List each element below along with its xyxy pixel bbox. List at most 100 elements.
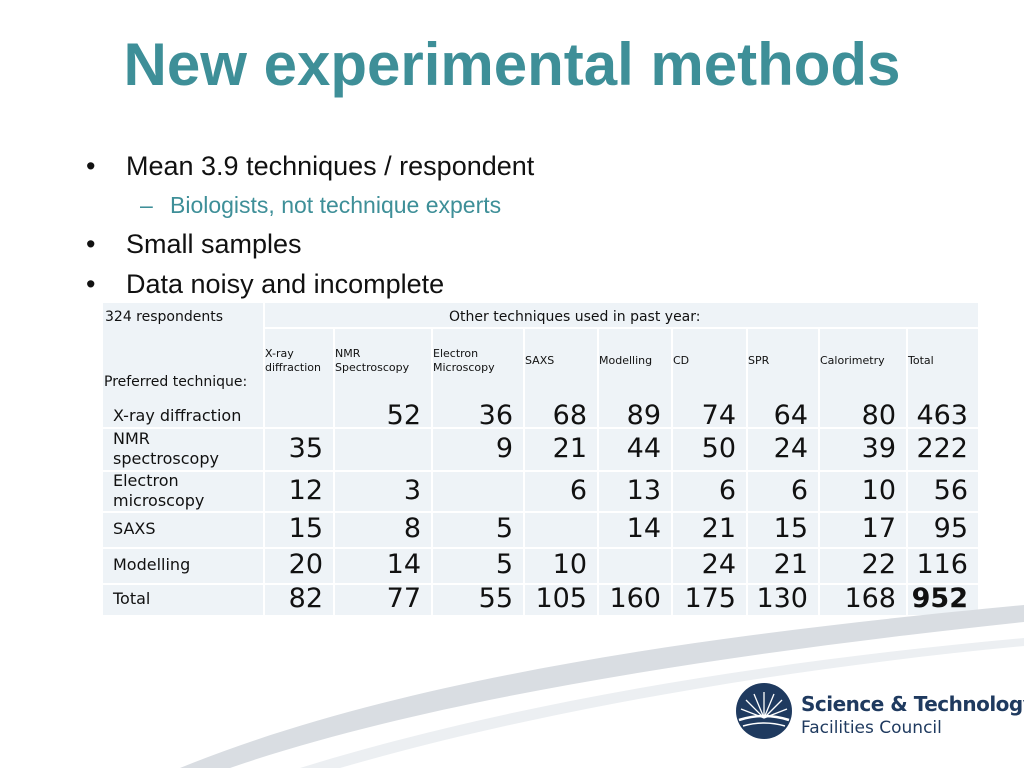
table-cell: 952 xyxy=(911,583,968,614)
table-corner-label: 324 respondents xyxy=(105,309,224,325)
table-cell: 6 xyxy=(790,474,808,506)
row-label-line: SAXS xyxy=(113,519,156,538)
table-cell: 20 xyxy=(288,549,323,580)
column-header: CD xyxy=(673,354,689,368)
row-header-label: Preferred technique: xyxy=(104,374,248,390)
row-label: Total xyxy=(113,589,150,609)
column-header: SPR xyxy=(748,354,769,368)
row-label-line: spectroscopy xyxy=(113,448,219,468)
table-group-header: Other techniques used in past year: xyxy=(449,309,701,325)
bullet-text: Mean 3.9 techniques / respondent xyxy=(126,151,535,181)
table-cell: 80 xyxy=(861,400,896,431)
table-cell: 50 xyxy=(701,432,736,464)
bullet-list: • Mean 3.9 techniques / respondent – Bio… xyxy=(86,148,786,306)
bullet-item: • Mean 3.9 techniques / respondent xyxy=(86,148,786,188)
table-cell: 13 xyxy=(626,474,661,506)
table-cell: 24 xyxy=(701,549,736,580)
column-header: Modelling xyxy=(599,354,652,368)
row-label-line: Modelling xyxy=(113,555,191,574)
row-label: Modelling xyxy=(113,555,190,575)
column-header-line: SAXS xyxy=(525,354,555,367)
logo-line2: Facilities Council xyxy=(801,718,942,738)
column-header: X-ray diffraction xyxy=(265,347,321,375)
table-cell: 44 xyxy=(626,432,661,464)
grid-line xyxy=(103,547,978,549)
table-cell: 463 xyxy=(916,400,968,431)
column-header: Total xyxy=(908,354,934,368)
table-cell: 36 xyxy=(478,400,513,431)
bullet-icon: • xyxy=(86,229,96,259)
table-cell: 56 xyxy=(933,474,968,506)
table-cell: 77 xyxy=(386,583,421,614)
row-label: X-ray diffraction xyxy=(113,406,241,426)
column-header-line: Modelling xyxy=(599,354,653,367)
grid-line xyxy=(103,583,978,585)
column-header-line: Calorimetry xyxy=(820,354,885,367)
dash-icon: – xyxy=(140,192,153,218)
grid-line xyxy=(263,327,978,329)
table-cell: 175 xyxy=(684,583,736,614)
bullet-text: Small samples xyxy=(126,229,302,259)
slide-title: New experimental methods xyxy=(123,31,901,98)
table-cell: 39 xyxy=(861,432,896,464)
column-header: Electron Microscopy xyxy=(433,347,495,375)
row-label-line: X-ray diffraction xyxy=(113,406,242,425)
bullet-icon: • xyxy=(86,269,96,299)
column-header-line: X-ray xyxy=(265,347,294,360)
table-cell: 17 xyxy=(861,513,896,544)
table-cell: 68 xyxy=(552,400,587,431)
sub-bullet-item: – Biologists, not technique experts xyxy=(86,188,786,226)
table-cell: 14 xyxy=(386,549,421,580)
bullet-text: Data noisy and incomplete xyxy=(126,269,445,299)
decorative-swoosh xyxy=(180,605,1024,768)
table-cell: 21 xyxy=(773,549,808,580)
row-label-line: Total xyxy=(113,589,151,608)
table-cell: 222 xyxy=(916,432,968,464)
grid-line xyxy=(103,511,978,513)
table-cell: 6 xyxy=(569,474,587,506)
bullet-item: • Data noisy and incomplete xyxy=(86,266,786,306)
table-cell: 64 xyxy=(773,400,808,431)
grid-line xyxy=(103,470,978,472)
table-cell: 24 xyxy=(773,432,808,464)
sub-bullet-text: Biologists, not technique experts xyxy=(170,192,502,218)
column-header-line: Electron xyxy=(433,347,479,360)
logo-line1: Science & Technology xyxy=(801,692,1024,716)
table-cell: 89 xyxy=(626,400,661,431)
table-cell: 6 xyxy=(718,474,736,506)
table-cell: 105 xyxy=(535,583,587,614)
row-label: Electron microscopy xyxy=(113,471,204,511)
table-cell: 74 xyxy=(701,400,736,431)
row-label-line: Electron xyxy=(113,470,179,490)
row-label-line: microscopy xyxy=(113,490,205,510)
column-header-line: Total xyxy=(908,354,934,367)
table-cell: 168 xyxy=(844,583,896,614)
table-cell: 52 xyxy=(386,400,421,431)
table-cell: 5 xyxy=(495,513,513,544)
column-header-line: CD xyxy=(673,354,690,367)
stfc-logo: Science & Technology Facilities Council xyxy=(735,678,1024,748)
table-cell: 14 xyxy=(626,513,661,544)
table-cell: 21 xyxy=(552,432,587,464)
row-label: SAXS xyxy=(113,519,156,539)
column-header: Calorimetry xyxy=(820,354,885,368)
table-cell: 15 xyxy=(288,513,323,544)
grid-line xyxy=(103,427,978,429)
table-cell: 116 xyxy=(916,549,968,580)
table-cell: 95 xyxy=(933,513,968,544)
table-cell: 82 xyxy=(288,583,323,614)
column-header-line: Spectroscopy xyxy=(335,361,410,374)
grid-line xyxy=(263,303,265,615)
table-cell: 8 xyxy=(403,513,421,544)
techniques-table: 324 respondents Other techniques used in… xyxy=(103,303,978,615)
table-cell: 15 xyxy=(773,513,808,544)
row-label-line: NMR xyxy=(113,428,150,448)
column-header-line: Microscopy xyxy=(433,361,495,374)
row-label: NMR spectroscopy xyxy=(113,429,219,469)
table-cell: 5 xyxy=(495,549,513,580)
table-cell: 55 xyxy=(478,583,513,614)
column-header-line: SPR xyxy=(748,354,770,367)
column-header: SAXS xyxy=(525,354,554,368)
table-cell: 3 xyxy=(403,474,421,506)
table-cell: 21 xyxy=(701,513,736,544)
